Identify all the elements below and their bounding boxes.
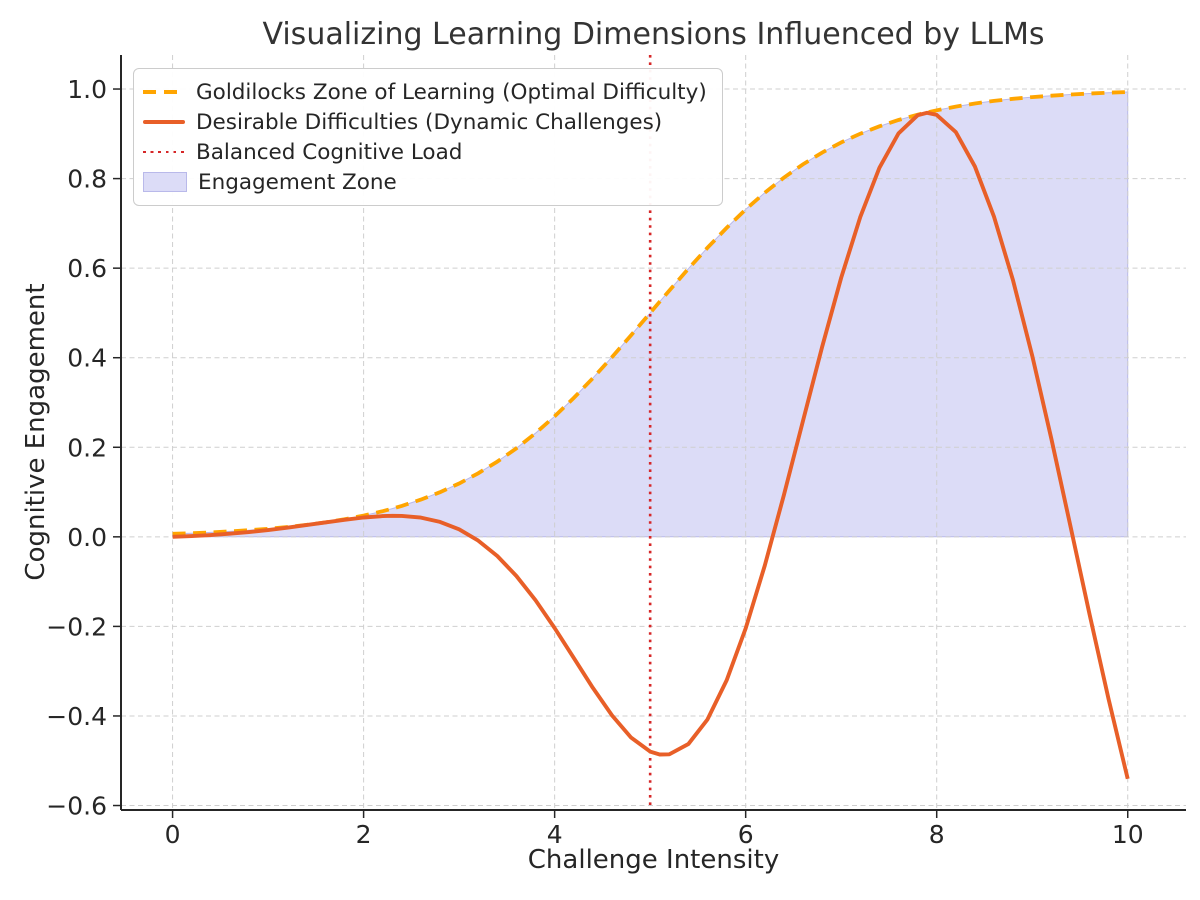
goldilocks-dashed-line-swatch [143,90,185,94]
y-tick-label: 1.0 [67,75,107,104]
y-tick-label: −0.4 [46,702,107,731]
legend-label: Balanced Cognitive Load [196,139,463,165]
y-tick-label: 0.8 [67,165,107,194]
x-tick-label: 6 [738,820,754,849]
x-tick-label: 8 [929,820,945,849]
legend-label: Goldilocks Zone of Learning (Optimal Dif… [196,79,707,105]
y-tick-label: −0.6 [46,792,107,821]
legend-item-engagement-zone: Engagement Zone [143,167,707,197]
y-tick-label: 0.6 [67,254,107,283]
legend-item-goldilocks: Goldilocks Zone of Learning (Optimal Dif… [143,77,707,107]
legend-label: Desirable Difficulties (Dynamic Challeng… [196,109,663,135]
legend-item-balanced-load: Balanced Cognitive Load [143,137,707,167]
y-axis-title: Cognitive Engagement [21,283,51,581]
desirable-difficulties-curve [172,110,1130,780]
y-tick-label: 0.2 [67,433,107,462]
legend: Goldilocks Zone of Learning (Optimal Dif… [133,68,723,206]
legend-label: Engagement Zone [198,169,397,195]
desirable-solid-line-swatch [143,120,185,124]
x-tick-label: 2 [356,820,372,849]
x-tick-label: 0 [165,820,181,849]
y-tick-label: 0.4 [67,344,107,373]
y-tick-label: −0.2 [46,612,107,641]
y-tick-label: 0.0 [67,523,107,552]
x-tick-label: 10 [1112,820,1144,849]
chart-title: Visualizing Learning Dimensions Influenc… [262,17,1045,52]
engagement-zone-patch-swatch [143,172,187,192]
x-axis-title: Challenge Intensity [527,845,780,875]
x-tick-label: 4 [547,820,563,849]
balanced-load-dotted-line-swatch [143,150,185,154]
legend-item-desirable-difficulties: Desirable Difficulties (Dynamic Challeng… [143,107,707,137]
